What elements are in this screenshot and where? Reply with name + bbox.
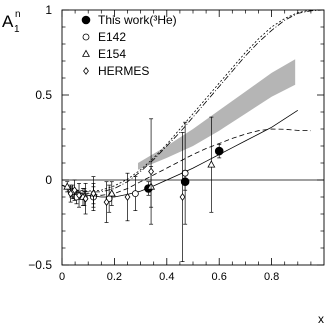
y-tick-label: −0.5	[28, 258, 52, 272]
legend-label: This work(³He)	[98, 13, 177, 27]
y-axis-label: A 1 n	[2, 9, 21, 35]
x-tick-label: 0.6	[212, 271, 227, 283]
y-axis-label-sub: 1	[14, 24, 20, 35]
legend-label: HERMES	[98, 64, 149, 78]
legend: This work(³He) E142 E154 HERMES	[81, 13, 177, 78]
y-axis-label-sup: n	[15, 9, 21, 20]
legend-filled-circle-marker	[81, 15, 91, 25]
open-diamond-point	[71, 186, 78, 195]
data-points	[63, 116, 224, 262]
x-tick-label: 0.2	[107, 271, 122, 283]
axis-ticks: 0 0.2 0.4 0.6 0.8 −0.5 0 0.5 1	[28, 3, 324, 283]
open-triangle-point	[63, 182, 72, 190]
y-tick-label: 0	[45, 173, 52, 187]
open-diamond-point	[90, 189, 97, 198]
open-circle-point	[131, 190, 139, 198]
model-curves	[61, 9, 325, 198]
legend-open-diamond-marker	[83, 67, 89, 75]
curve-solid	[61, 109, 299, 198]
open-diamond-point	[124, 193, 131, 201]
curve-dotted	[61, 9, 311, 192]
open-triangle-point	[107, 189, 116, 197]
x-tick-label: 0.4	[159, 271, 174, 283]
legend-open-circle-marker	[82, 33, 90, 41]
open-circle-point	[181, 169, 189, 177]
band-fill	[137, 59, 296, 170]
x-tick-label: 0.8	[264, 271, 279, 283]
open-diamond-point	[179, 193, 186, 201]
open-diamond-point	[103, 198, 110, 206]
y-tick-label: 1	[45, 3, 52, 17]
legend-label: E142	[98, 30, 126, 44]
legend-open-triangle-marker	[82, 49, 90, 57]
open-triangle-point	[207, 160, 216, 168]
curve-dashdot	[61, 9, 325, 193]
open-diamond-point	[82, 194, 89, 203]
open-diamond-point	[76, 191, 82, 200]
y-axis-label-main: A	[2, 12, 14, 31]
filled-circle-point	[214, 146, 224, 156]
curve-dashed	[61, 128, 311, 196]
y-tick-label: 0.5	[35, 88, 52, 102]
open-diamond-point	[148, 167, 154, 176]
open-diamond-point	[67, 189, 74, 198]
x-tick-label: 0	[59, 271, 65, 283]
legend-label: E154	[98, 47, 126, 61]
x-axis-label: x	[318, 312, 324, 326]
uncertainty-band	[137, 59, 296, 170]
